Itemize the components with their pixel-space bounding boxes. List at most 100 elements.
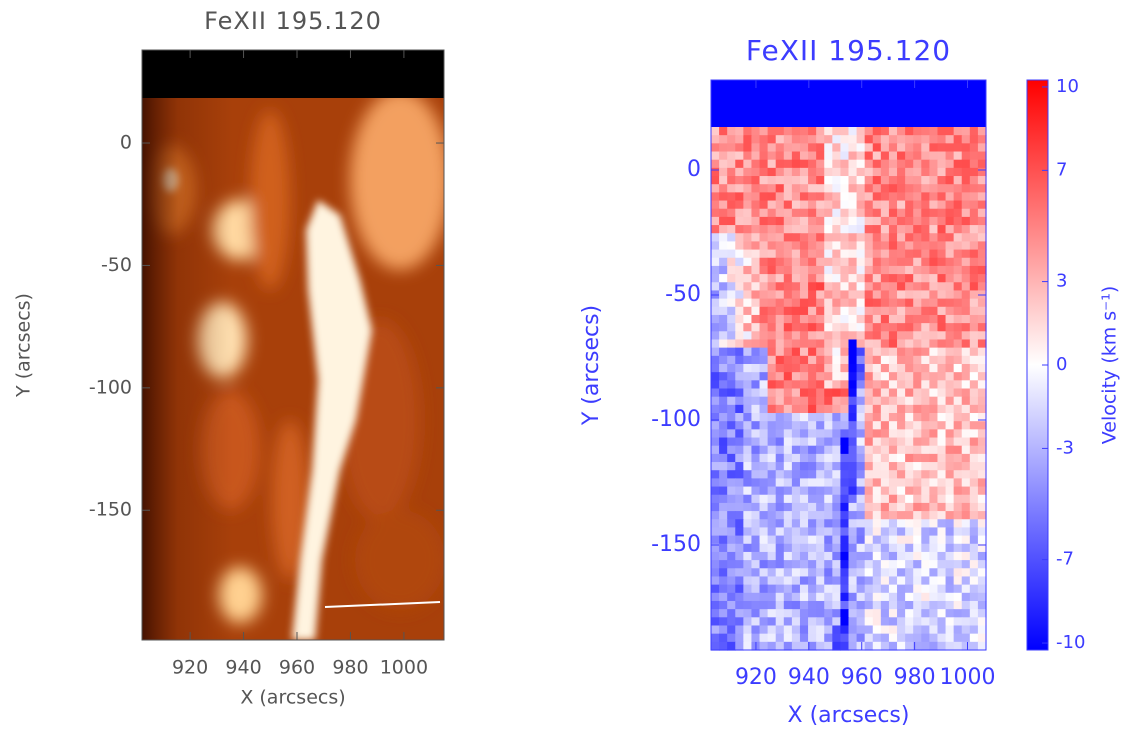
image-pixel — [711, 331, 720, 340]
image-pixel — [929, 372, 938, 381]
image-pixel — [719, 299, 728, 308]
image-pixel — [873, 127, 882, 136]
image-pixel — [954, 307, 963, 316]
image-pixel — [751, 266, 760, 275]
image-pixel — [751, 609, 760, 618]
image-pixel — [824, 470, 833, 479]
image-pixel — [937, 143, 946, 152]
image-pixel — [760, 462, 769, 471]
image-pixel — [743, 184, 752, 193]
image-pixel — [751, 634, 760, 643]
image-pixel — [849, 617, 858, 626]
image-pixel — [808, 617, 817, 626]
image-pixel — [913, 307, 922, 316]
image-pixel — [873, 356, 882, 365]
image-pixel — [824, 241, 833, 250]
image-pixel — [735, 209, 744, 218]
image-pixel — [816, 536, 825, 545]
image-pixel — [937, 372, 946, 381]
image-pixel — [978, 617, 987, 626]
image-pixel — [873, 233, 882, 242]
y-tick-label: -150 — [89, 499, 132, 521]
image-pixel — [832, 536, 841, 545]
image-pixel — [978, 560, 987, 569]
image-pixel — [735, 348, 744, 357]
image-pixel — [962, 315, 971, 324]
image-pixel — [768, 339, 777, 348]
image-pixel — [816, 135, 825, 144]
image-pixel — [768, 634, 777, 643]
image-pixel — [937, 192, 946, 201]
image-pixel — [946, 152, 955, 161]
image-pixel — [727, 438, 736, 447]
image-pixel — [792, 152, 801, 161]
image-pixel — [962, 527, 971, 536]
image-pixel — [816, 331, 825, 340]
image-pixel — [768, 601, 777, 610]
image-pixel — [784, 454, 793, 463]
image-pixel — [929, 601, 938, 610]
image-pixel — [962, 487, 971, 496]
image-pixel — [784, 470, 793, 479]
image-pixel — [792, 192, 801, 201]
image-pixel — [760, 143, 769, 152]
image-pixel — [905, 601, 914, 610]
image-pixel — [857, 307, 866, 316]
image-pixel — [865, 438, 874, 447]
image-pixel — [897, 617, 906, 626]
image-pixel — [937, 127, 946, 136]
image-pixel — [792, 307, 801, 316]
image-pixel — [937, 299, 946, 308]
image-pixel — [719, 634, 728, 643]
image-pixel — [978, 225, 987, 234]
image-pixel — [857, 127, 866, 136]
image-pixel — [719, 290, 728, 299]
x-tick-label: 940 — [225, 657, 261, 679]
image-pixel — [978, 519, 987, 528]
image-pixel — [913, 634, 922, 643]
image-pixel — [743, 217, 752, 226]
image-pixel — [808, 576, 817, 585]
image-pixel — [808, 585, 817, 594]
image-pixel — [719, 372, 728, 381]
image-pixel — [808, 143, 817, 152]
image-pixel — [824, 519, 833, 528]
image-pixel — [719, 413, 728, 422]
image-pixel — [954, 536, 963, 545]
image-pixel — [857, 544, 866, 553]
image-pixel — [760, 307, 769, 316]
image-pixel — [784, 348, 793, 357]
image-pixel — [784, 160, 793, 169]
image-pixel — [970, 323, 979, 332]
image-pixel — [832, 241, 841, 250]
image-pixel — [743, 634, 752, 643]
image-pixel — [800, 552, 809, 561]
image-pixel — [751, 152, 760, 161]
image-pixel — [768, 184, 777, 193]
image-pixel — [832, 290, 841, 299]
image-pixel — [824, 299, 833, 308]
image-pixel — [970, 601, 979, 610]
image-pixel — [808, 544, 817, 553]
image-pixel — [735, 168, 744, 177]
image-pixel — [768, 192, 777, 201]
image-pixel — [873, 421, 882, 430]
image-pixel — [760, 233, 769, 242]
image-pixel — [824, 576, 833, 585]
image-pixel — [889, 552, 898, 561]
image-pixel — [962, 250, 971, 259]
image-pixel — [937, 642, 946, 651]
image-pixel — [760, 135, 769, 144]
image-pixel — [905, 421, 914, 430]
image-pixel — [727, 331, 736, 340]
image-pixel — [792, 258, 801, 267]
image-pixel — [768, 568, 777, 577]
image-pixel — [768, 446, 777, 455]
image-pixel — [954, 225, 963, 234]
image-pixel — [735, 266, 744, 275]
image-pixel — [784, 266, 793, 275]
image-pixel — [970, 201, 979, 210]
image-pixel — [719, 421, 728, 430]
image-pixel — [824, 315, 833, 324]
image-pixel — [719, 585, 728, 594]
